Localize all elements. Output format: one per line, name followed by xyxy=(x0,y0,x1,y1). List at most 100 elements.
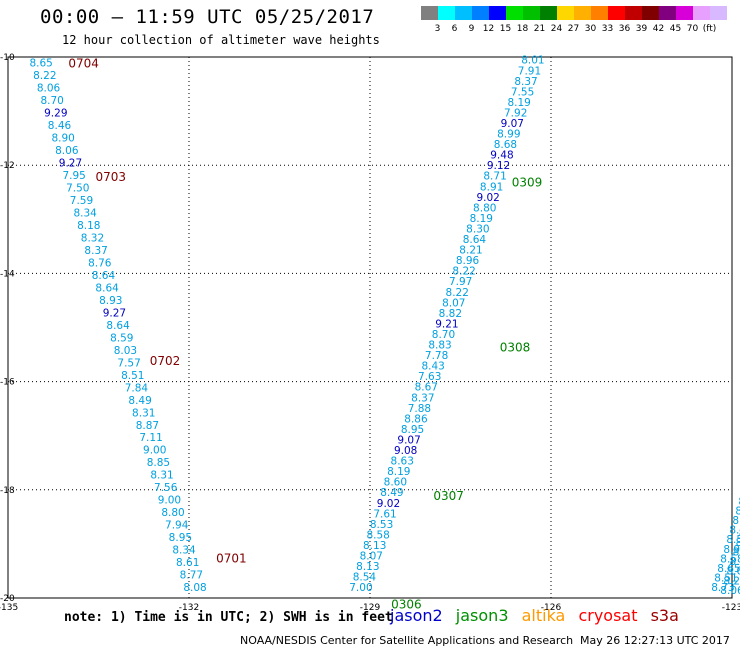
swh-value: 8.43 xyxy=(738,496,740,508)
scale-swatch xyxy=(676,6,693,20)
scale-swatch xyxy=(557,6,574,20)
swh-value: 8.43 xyxy=(421,361,444,373)
swh-value: 8.20 xyxy=(733,547,740,559)
swh-value: 7.84 xyxy=(125,382,149,394)
swh-value: 8.31 xyxy=(150,470,173,482)
legend-s3a: s3a xyxy=(650,606,679,625)
swh-value: 8.68 xyxy=(494,139,517,151)
credit-text: NOAA/NESDIS Center for Satellite Applica… xyxy=(240,634,574,647)
swh-value: 8.65 xyxy=(29,57,52,69)
swh-value: 9.29 xyxy=(44,107,67,119)
swh-value: 8.93 xyxy=(99,295,122,307)
swh-value: 8.34 xyxy=(73,207,97,219)
swh-value: 8.07 xyxy=(360,551,383,563)
swh-value: 8.99 xyxy=(497,129,520,141)
swh-value: 7.50 xyxy=(66,182,89,194)
swh-value: 7.63 xyxy=(418,371,441,383)
swh-value: 8.01 xyxy=(521,55,544,67)
swh-value: 8.82 xyxy=(439,308,462,320)
scale-swatch xyxy=(591,6,608,20)
swh-value: 7.91 xyxy=(518,65,541,77)
scale-label: 42 xyxy=(652,24,665,34)
swh-value: 8.06 xyxy=(720,585,740,597)
swh-value: 8.77 xyxy=(180,570,203,582)
swh-value: 8.21 xyxy=(459,245,482,257)
swh-value: 8.65 xyxy=(729,525,740,537)
swh-value: 8.19 xyxy=(507,97,530,109)
scale-label: 39 xyxy=(635,24,648,34)
notes-text: note: 1) Time is in UTC; 2) SWH is in fe… xyxy=(64,610,393,625)
legend-jason2: jason2 xyxy=(390,606,443,625)
scale-swatch xyxy=(574,6,591,20)
swh-value: 7.59 xyxy=(70,195,93,207)
x-tick-label: -123 xyxy=(722,603,740,613)
swh-value: 8.96 xyxy=(456,255,480,267)
swh-value: 8.07 xyxy=(442,297,465,309)
swh-value: 8.83 xyxy=(428,340,451,352)
swh-value: 7.56 xyxy=(154,482,178,494)
swh-value: 8.87 xyxy=(136,420,159,432)
swh-value: 7.11 xyxy=(139,432,162,444)
swh-value: 8.91 xyxy=(739,527,740,539)
scale-swatch xyxy=(472,6,489,20)
swh-value: 9.27 xyxy=(103,307,126,319)
swh-value: 8.13 xyxy=(356,561,379,573)
pass-time-label: 0309 xyxy=(512,175,543,189)
swh-value: 8.54 xyxy=(353,572,377,584)
satellite-legend: jason2 jason3 altika cryosat s3a xyxy=(390,606,687,625)
swh-value: 8.30 xyxy=(466,223,489,235)
swh-value: 8.32 xyxy=(81,232,104,244)
swh-value: 8.80 xyxy=(161,507,184,519)
scale-label: 30 xyxy=(584,24,597,34)
swh-value: 8.59 xyxy=(110,332,133,344)
swh-value: 8.76 xyxy=(88,257,112,269)
scale-swatch xyxy=(608,6,625,20)
swh-value: 8.49 xyxy=(128,395,151,407)
legend-jason3: jason3 xyxy=(455,606,509,625)
pass-time-label: 0307 xyxy=(433,489,464,503)
y-tick-label: -20 xyxy=(0,594,15,604)
swh-value: 8.51 xyxy=(714,573,737,585)
swh-value: 8.71 xyxy=(483,171,506,183)
swh-value: 8.53 xyxy=(726,534,740,546)
legend-altika: altika xyxy=(521,606,566,625)
swh-value: 8.49 xyxy=(380,487,403,499)
scale-swatch xyxy=(659,6,676,20)
scale-swatch xyxy=(523,6,540,20)
scale-label: 12 xyxy=(482,24,495,34)
swh-value: 8.80 xyxy=(473,202,496,214)
swh-value: 8.22 xyxy=(33,70,56,82)
scale-label: 33 xyxy=(601,24,614,34)
swh-value: 8.37 xyxy=(514,76,537,88)
swh-value: 8.34 xyxy=(172,545,196,557)
swh-value: 9.07 xyxy=(397,434,420,446)
x-tick-label: -126 xyxy=(541,603,562,613)
swh-value: 7.95 xyxy=(62,170,85,182)
scale-label: 24 xyxy=(550,24,563,34)
swh-value: 8.33 xyxy=(732,515,740,527)
swh-value: 9.48 xyxy=(490,150,513,162)
swh-value: 8.53 xyxy=(370,519,393,531)
swh-value: 8.22 xyxy=(446,287,469,299)
swh-value: 7.55 xyxy=(511,86,534,98)
y-tick-label: -10 xyxy=(0,53,15,63)
swh-value: 8.51 xyxy=(121,370,144,382)
swh-value: 7.97 xyxy=(449,276,472,288)
legend-cryosat: cryosat xyxy=(578,606,638,625)
x-tick-label: -129 xyxy=(360,603,381,613)
swh-value: 7.00 xyxy=(349,582,372,594)
swh-value: 8.13 xyxy=(363,540,386,552)
scale-swatch xyxy=(642,6,659,20)
swh-value: 8.63 xyxy=(391,456,414,468)
swh-value: 8.18 xyxy=(77,220,100,232)
y-tick-label: -18 xyxy=(0,486,15,496)
swh-value: 9.02 xyxy=(377,498,400,510)
scale-label: 70 xyxy=(686,24,699,34)
swh-value: 9.02 xyxy=(476,192,499,204)
swh-value: 8.81 xyxy=(736,537,740,549)
swh-value: 8.37 xyxy=(84,245,107,257)
pass-time-label: 0702 xyxy=(150,354,181,368)
scale-label: 18 xyxy=(516,24,529,34)
pass-time-label: 0701 xyxy=(216,551,247,565)
